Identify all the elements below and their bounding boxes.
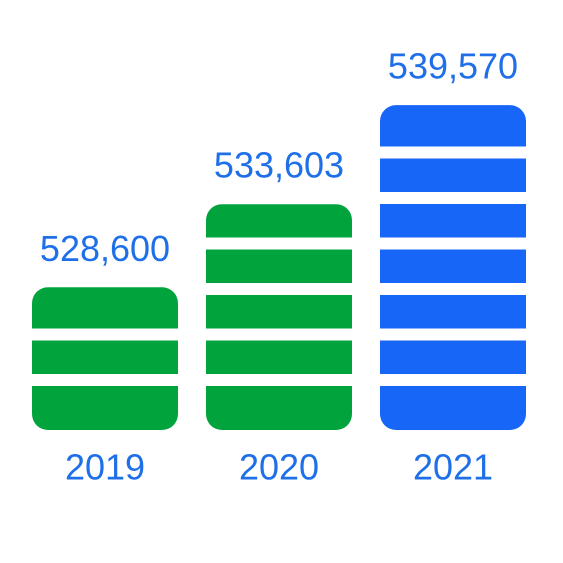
value-label: 528,600 [40,228,170,269]
bar-stripe [380,283,526,295]
bar-stripe [380,374,526,386]
bar-stripe [380,146,526,159]
bar-stripe [206,237,352,250]
bar-stripe [380,192,526,204]
bar-stripe [206,374,352,386]
x-tick-label: 2019 [65,447,145,488]
bar [380,105,526,430]
bar-stripe [380,328,526,341]
bar-stripe [380,237,526,250]
x-tick-label: 2020 [239,447,319,488]
bar-stripe [206,328,352,341]
x-tick-label: 2021 [413,447,493,488]
bar-stripe [32,374,178,386]
value-label: 533,603 [214,145,344,186]
bar [32,287,178,430]
bar [206,204,352,430]
bar-stripe [32,328,178,341]
bar-stripe [206,283,352,295]
value-label: 539,570 [388,46,518,87]
